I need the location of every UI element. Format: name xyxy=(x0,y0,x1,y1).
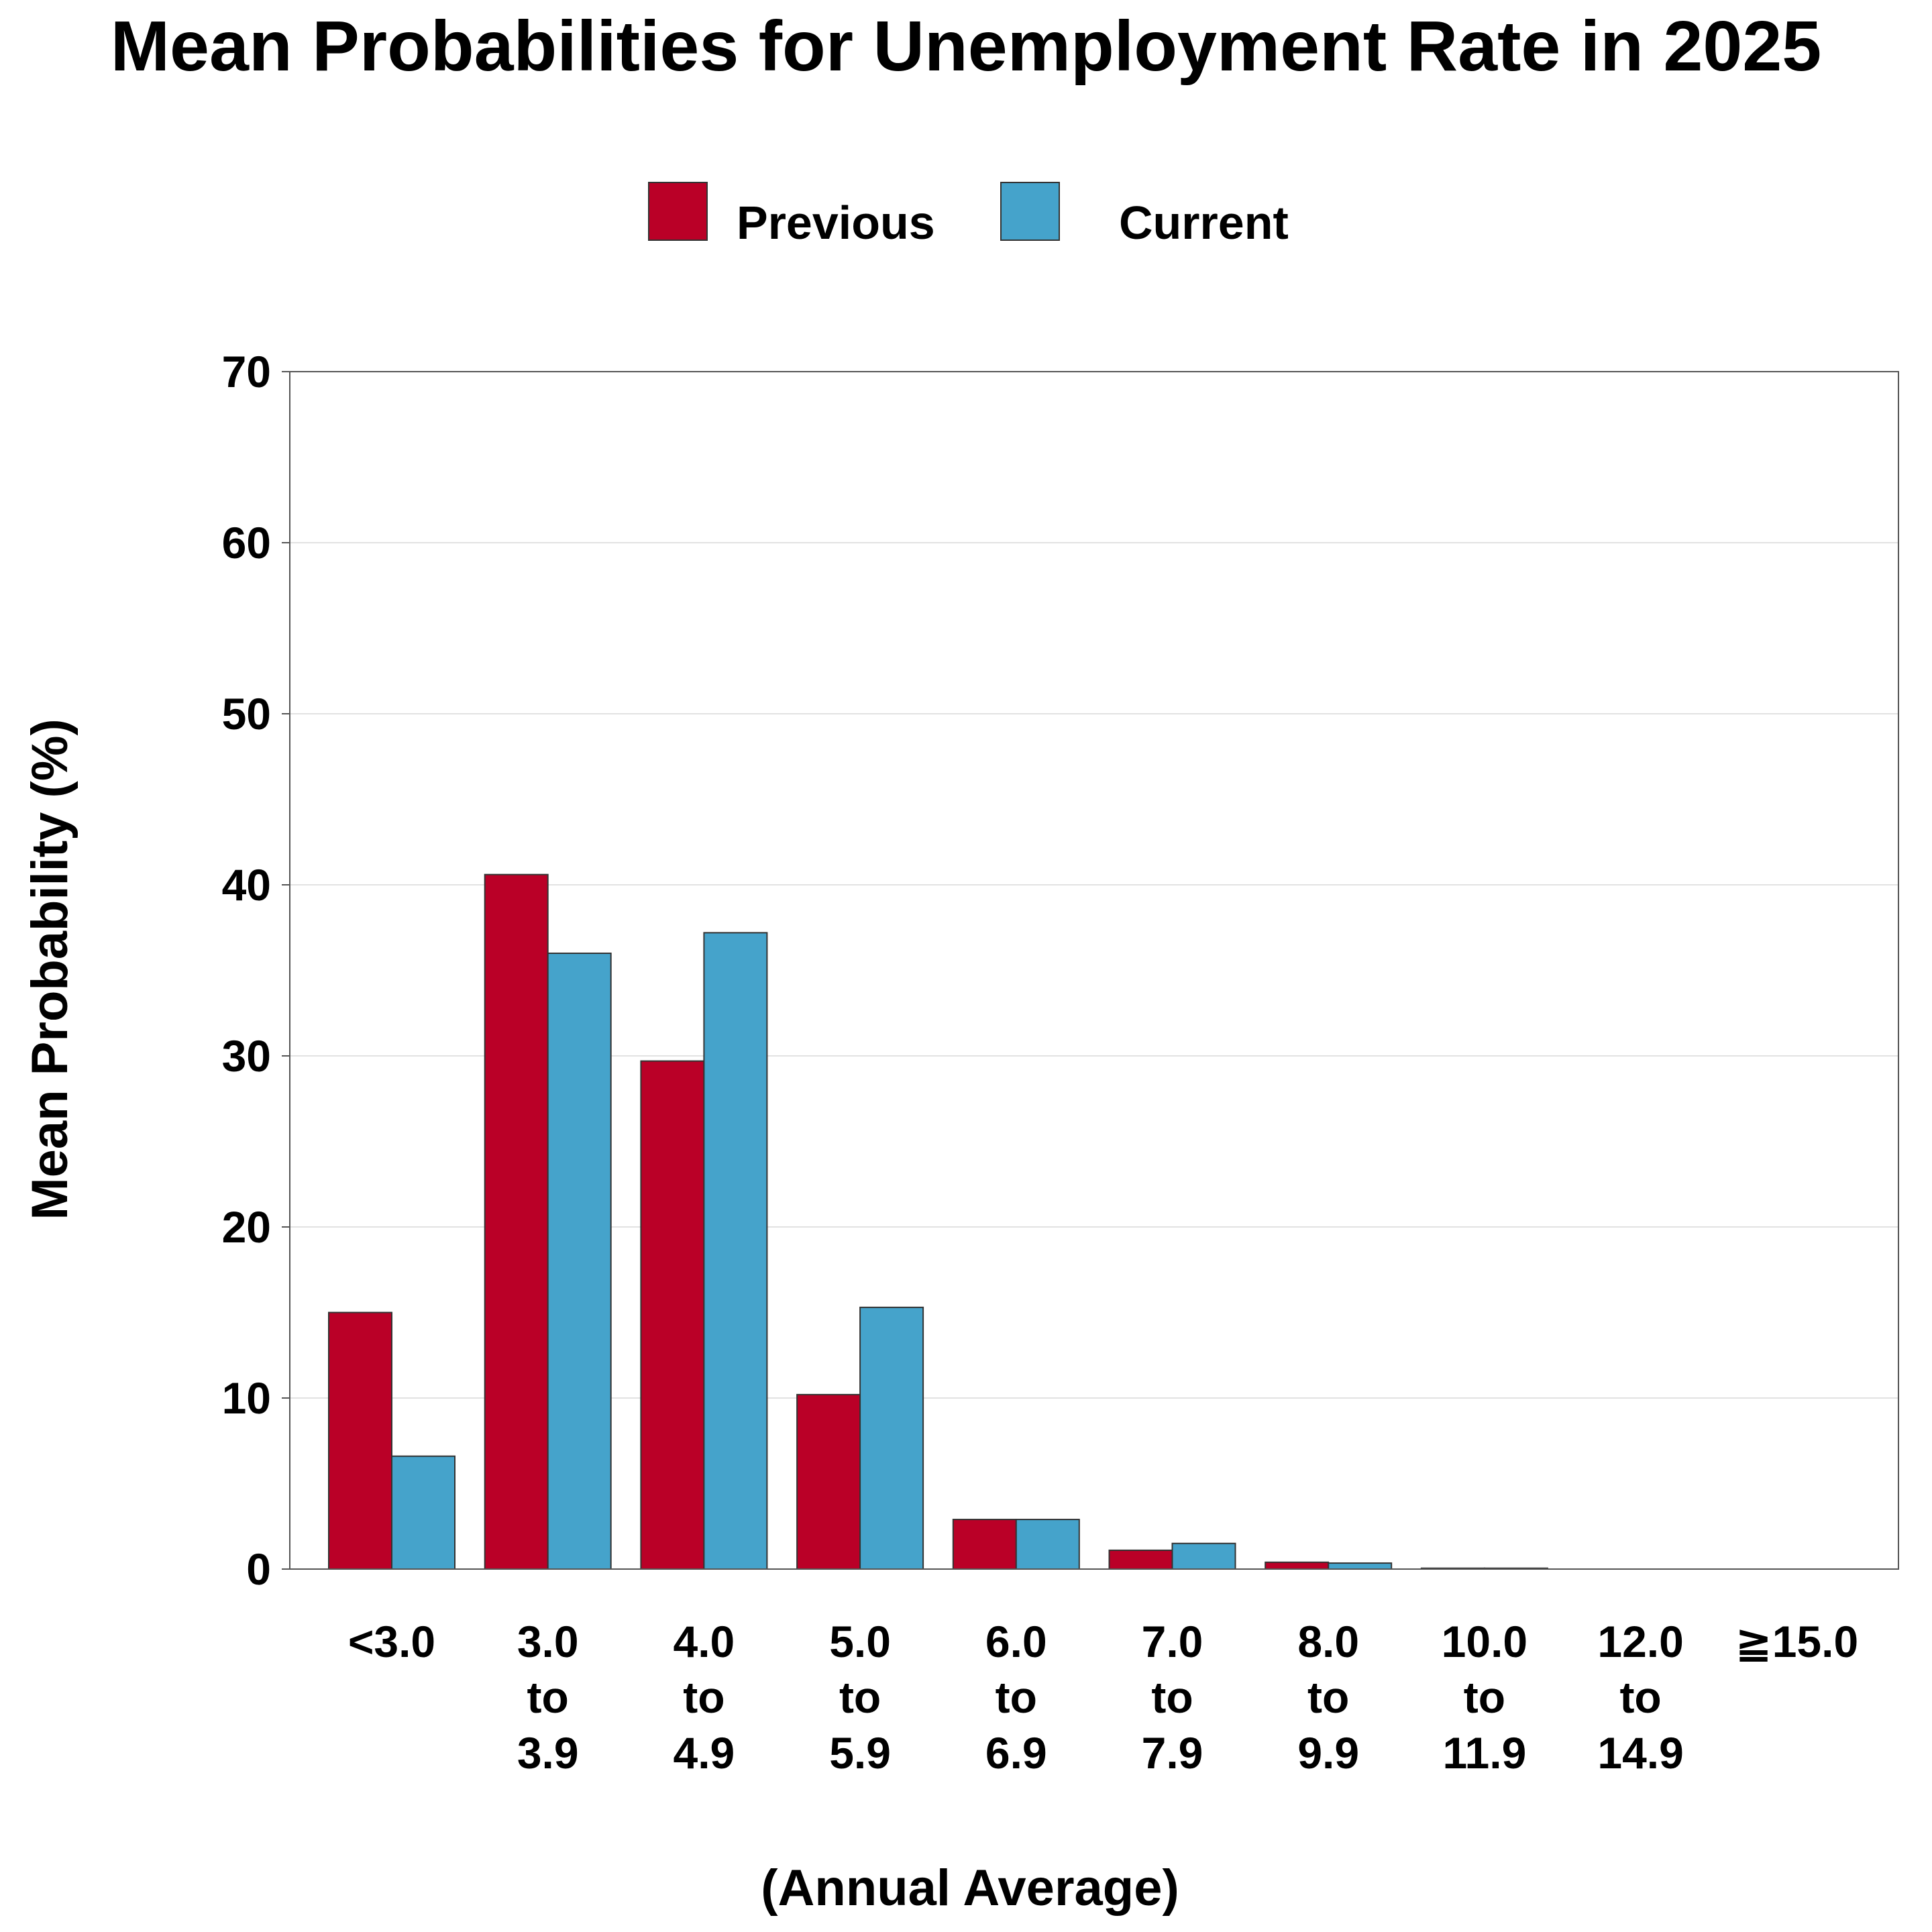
y-tick-label: 20 xyxy=(222,1202,271,1252)
x-tick-label: <3.0 xyxy=(348,1617,435,1666)
x-tick-label: 5.0 to 5.9 xyxy=(829,1617,891,1778)
bar-previous xyxy=(484,873,549,1570)
y-axis-ticks: 0 10 20 30 40 50 60 70 xyxy=(222,347,290,1594)
legend-label-previous: Previous xyxy=(737,197,935,249)
x-tick-label: 12.0 to 14.9 xyxy=(1597,1617,1683,1778)
bar-previous xyxy=(1265,1561,1330,1570)
bars xyxy=(328,873,1548,1570)
x-tick-label: 7.0 to 7.9 xyxy=(1142,1617,1203,1778)
bar-current xyxy=(391,1455,455,1570)
bar-previous xyxy=(952,1519,1017,1570)
x-tick-label: 3.0 to 3.9 xyxy=(517,1617,579,1778)
x-tick-label: 10.0 to 11.9 xyxy=(1442,1617,1527,1778)
x-axis-ticks: <3.0 3.0 to 3.9 4.0 to 4.9 5.0 to 5.9 6.0 to 6.9 7.0 t… xyxy=(348,1617,1858,1778)
bar-current xyxy=(1015,1519,1080,1570)
y-tick-label: 30 xyxy=(222,1031,271,1081)
y-tick-label: 0 xyxy=(246,1544,271,1594)
x-axis-label: (Annual Average) xyxy=(761,1860,1179,1917)
bar-previous xyxy=(1108,1549,1173,1570)
chart-title: Mean Probabilities for Unemployment Rate… xyxy=(111,7,1822,86)
legend-swatch-current xyxy=(1000,182,1060,241)
legend-swatch-previous xyxy=(648,182,708,241)
x-tick-label: 4.0 to 4.9 xyxy=(674,1617,735,1778)
legend-label-current: Current xyxy=(1119,197,1289,249)
bar-current xyxy=(547,953,612,1570)
bar-previous xyxy=(640,1060,705,1570)
y-tick-label: 70 xyxy=(222,347,271,396)
y-axis-label: Mean Probability (%) xyxy=(21,718,78,1220)
bar-current xyxy=(859,1306,924,1570)
y-tick-label: 10 xyxy=(222,1373,271,1423)
x-tick-label: 8.0 to 9.9 xyxy=(1297,1617,1359,1778)
y-tick-label: 50 xyxy=(222,689,271,739)
bar-previous xyxy=(328,1311,392,1570)
plot-frame xyxy=(289,371,1899,1570)
bar-previous xyxy=(796,1393,861,1570)
y-tick-label: 60 xyxy=(222,518,271,568)
bar-current xyxy=(703,932,768,1570)
y-tick-label: 40 xyxy=(222,860,271,910)
bar-current xyxy=(1171,1542,1236,1570)
x-tick-label: 6.0 to 6.9 xyxy=(985,1617,1047,1778)
legend: Previous Current xyxy=(648,182,1289,249)
bar-current xyxy=(1328,1562,1393,1570)
x-tick-label: ≧15.0 xyxy=(1735,1617,1858,1666)
